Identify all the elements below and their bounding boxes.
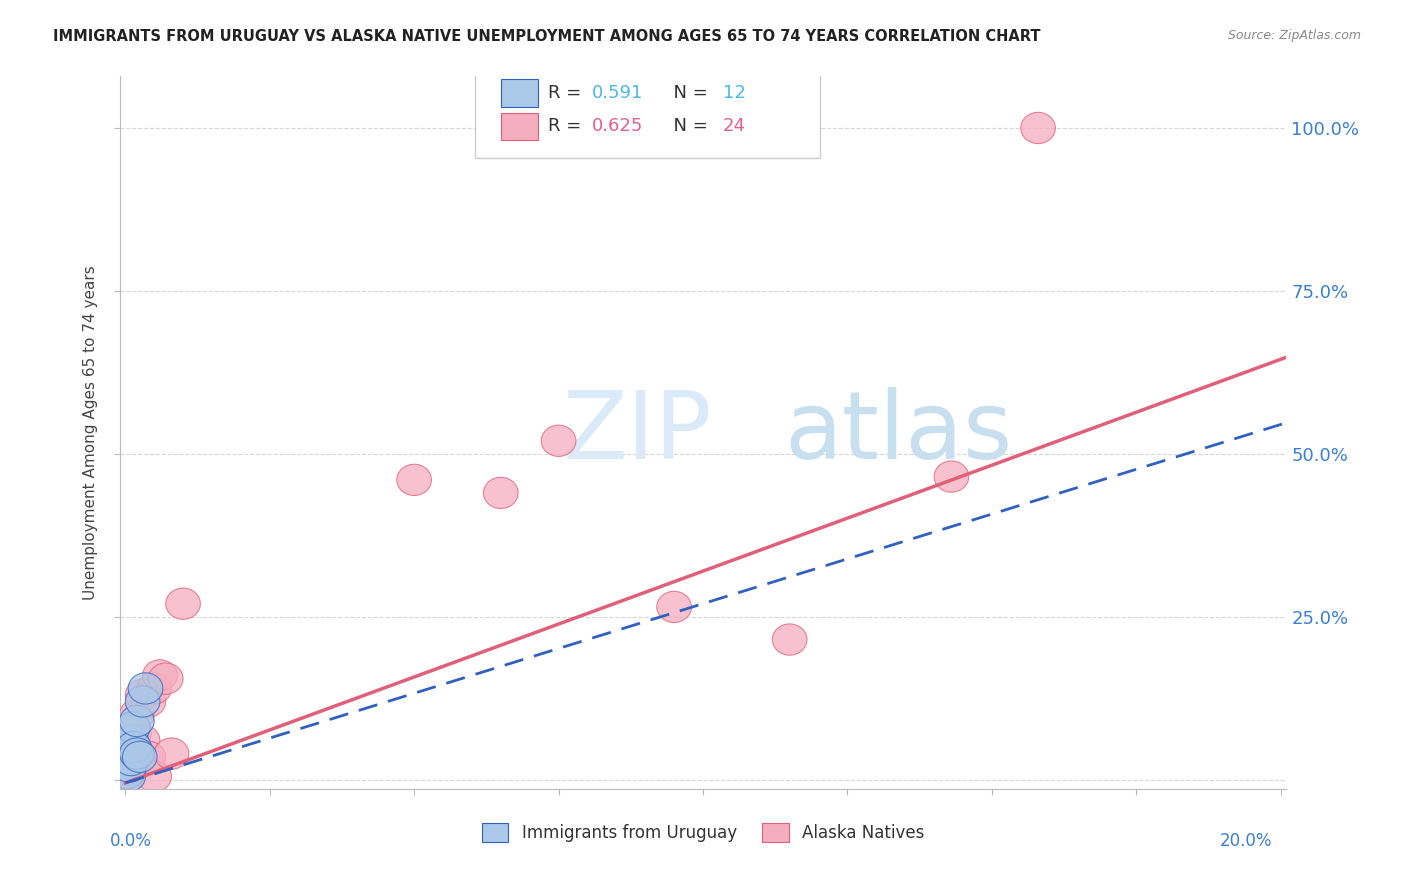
Ellipse shape xyxy=(149,663,183,694)
Ellipse shape xyxy=(125,680,160,711)
Ellipse shape xyxy=(396,464,432,496)
Ellipse shape xyxy=(484,477,519,508)
Ellipse shape xyxy=(155,738,188,769)
Text: 0.0%: 0.0% xyxy=(110,832,152,850)
FancyBboxPatch shape xyxy=(501,79,538,106)
Ellipse shape xyxy=(772,624,807,655)
Text: 20.0%: 20.0% xyxy=(1220,832,1272,850)
Ellipse shape xyxy=(166,588,201,619)
Ellipse shape xyxy=(1021,112,1056,144)
FancyBboxPatch shape xyxy=(475,62,820,158)
Text: atlas: atlas xyxy=(785,386,1012,479)
Text: 0.625: 0.625 xyxy=(592,118,644,136)
Ellipse shape xyxy=(128,673,163,704)
Text: N =: N = xyxy=(662,84,714,102)
Ellipse shape xyxy=(136,673,172,704)
Ellipse shape xyxy=(657,591,692,623)
Ellipse shape xyxy=(115,712,150,743)
Text: R =: R = xyxy=(548,84,586,102)
Ellipse shape xyxy=(120,745,155,776)
Ellipse shape xyxy=(120,738,155,769)
Ellipse shape xyxy=(117,731,152,763)
Text: 24: 24 xyxy=(723,118,745,136)
Text: 12: 12 xyxy=(723,84,745,102)
FancyBboxPatch shape xyxy=(501,113,538,140)
Ellipse shape xyxy=(541,425,576,457)
Ellipse shape xyxy=(120,706,155,737)
Ellipse shape xyxy=(111,755,145,786)
Ellipse shape xyxy=(114,725,149,756)
Ellipse shape xyxy=(934,461,969,492)
Ellipse shape xyxy=(125,686,160,717)
Text: ZIP: ZIP xyxy=(562,386,713,479)
Y-axis label: Unemployment Among Ages 65 to 74 years: Unemployment Among Ages 65 to 74 years xyxy=(83,265,98,600)
Ellipse shape xyxy=(125,725,160,756)
Ellipse shape xyxy=(114,712,149,743)
Ellipse shape xyxy=(114,738,149,769)
Ellipse shape xyxy=(131,741,166,772)
Ellipse shape xyxy=(122,741,157,772)
Text: Source: ZipAtlas.com: Source: ZipAtlas.com xyxy=(1227,29,1361,43)
Ellipse shape xyxy=(110,761,145,792)
Text: R =: R = xyxy=(548,118,586,136)
Ellipse shape xyxy=(114,745,149,776)
Ellipse shape xyxy=(136,761,172,792)
Text: IMMIGRANTS FROM URUGUAY VS ALASKA NATIVE UNEMPLOYMENT AMONG AGES 65 TO 74 YEARS : IMMIGRANTS FROM URUGUAY VS ALASKA NATIVE… xyxy=(53,29,1040,45)
Text: N =: N = xyxy=(662,118,714,136)
Ellipse shape xyxy=(120,698,155,731)
Ellipse shape xyxy=(112,751,146,782)
Text: 0.591: 0.591 xyxy=(592,84,644,102)
Ellipse shape xyxy=(131,686,166,717)
Ellipse shape xyxy=(117,718,152,749)
Ellipse shape xyxy=(110,757,145,789)
Ellipse shape xyxy=(142,660,177,691)
Legend: Immigrants from Uruguay, Alaska Natives: Immigrants from Uruguay, Alaska Natives xyxy=(475,816,931,849)
Ellipse shape xyxy=(111,761,145,792)
